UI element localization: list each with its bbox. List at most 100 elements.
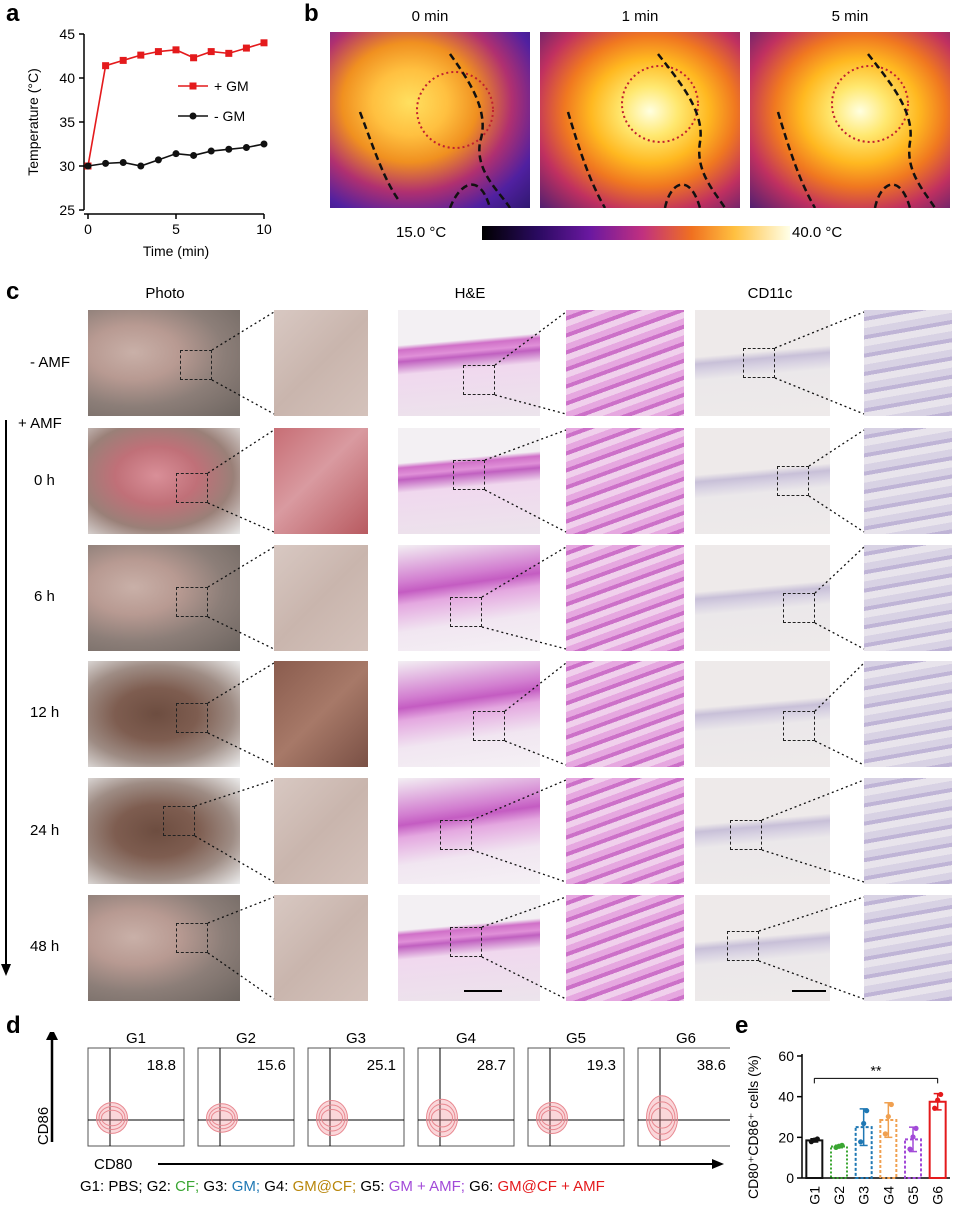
data-point <box>260 140 268 148</box>
zoom-region-box <box>730 820 762 850</box>
row-label-12h: 12 h <box>30 704 60 721</box>
data-point <box>242 144 250 152</box>
column-title-photo: Photo <box>145 285 185 302</box>
legend-item: G3: <box>203 1178 232 1195</box>
zoom-connector <box>814 622 865 650</box>
y-tick-label: 25 <box>59 202 75 218</box>
zoom-connector <box>774 377 865 415</box>
zoom-connector <box>481 896 567 928</box>
zoom-region-box <box>176 923 208 953</box>
photo-zoom-crop <box>274 895 368 1001</box>
he-zoom-crop <box>566 661 684 767</box>
thermal-overlay-2 <box>776 53 937 208</box>
flow-percentage-value: 25.1 <box>367 1057 396 1074</box>
photo-image <box>88 310 240 416</box>
group-legend: G1: PBS; G2: CF; G3: GM; G4: GM@CF; G5: … <box>80 1178 720 1195</box>
zoom-connector <box>211 311 275 351</box>
zoom-connector <box>504 740 567 766</box>
population-contour <box>98 1105 126 1131</box>
flow-percentage-value: 19.3 <box>587 1057 616 1074</box>
data-point <box>935 1097 941 1103</box>
flow-group-title: G1 <box>126 1032 146 1047</box>
data-point <box>864 1108 870 1114</box>
data-point <box>888 1101 894 1108</box>
zoom-connector <box>481 546 567 598</box>
data-point <box>207 147 215 155</box>
he-image <box>398 661 540 767</box>
zoom-connector <box>207 502 275 533</box>
zoom-region-box <box>440 820 472 850</box>
zoom-region-box <box>176 587 208 617</box>
legend-item: G1: PBS; <box>80 1178 147 1195</box>
photo-image <box>88 545 240 651</box>
population-contour <box>96 1102 128 1134</box>
photo-image <box>88 428 240 534</box>
thermal-image-0min <box>330 32 530 208</box>
bar-G1 <box>805 1139 824 1179</box>
zoom-region-box <box>163 806 195 836</box>
photo-zoom-crop <box>274 428 368 534</box>
zoom-region-box <box>783 711 815 741</box>
data-point <box>861 1120 867 1127</box>
data-point <box>225 49 233 57</box>
row-label-48h: 48 h <box>30 938 60 955</box>
population-contour <box>651 1107 673 1129</box>
x-tick-label: 5 <box>172 221 180 237</box>
he-image <box>398 428 540 534</box>
data-point <box>102 62 110 70</box>
x-tick-label: G2 <box>831 1186 847 1205</box>
data-point <box>839 1142 845 1148</box>
legend-item: G5: <box>360 1178 389 1195</box>
zoom-region-box <box>453 460 485 490</box>
cd11c-zoom-crop <box>864 545 952 651</box>
cd11c-image <box>695 310 830 416</box>
arrow-head <box>1 964 11 976</box>
population-contour <box>316 1099 348 1137</box>
he-scale-bar <box>464 990 502 992</box>
flow-group-title: G5 <box>566 1032 586 1047</box>
time-label-2: 5 min <box>831 8 869 25</box>
data-point <box>932 1105 938 1111</box>
cd11c-zoom-crop <box>864 895 952 1001</box>
row-label-no-amf: - AMF <box>30 354 70 371</box>
boundary-line <box>663 183 702 208</box>
zoom-region-box <box>473 711 505 741</box>
data-point <box>190 54 198 62</box>
photo-zoom-crop <box>274 545 368 651</box>
boundary-line <box>776 111 817 208</box>
population-contour <box>208 1106 236 1130</box>
he-zoom-crop <box>566 895 684 1001</box>
flow-group-title: G6 <box>676 1032 696 1047</box>
cd11c-image <box>695 428 830 534</box>
thermal-overlay-1 <box>566 53 727 208</box>
legend-marker <box>189 82 197 90</box>
data-point <box>814 1136 820 1142</box>
panel-label-d: d <box>6 1012 21 1039</box>
time-label-1: 1 min <box>621 8 659 25</box>
zoom-connector <box>481 626 567 650</box>
data-point <box>913 1125 919 1131</box>
zoom-connector <box>494 311 567 366</box>
x-tick-label: G6 <box>930 1186 946 1205</box>
y-tick-label: 35 <box>59 114 75 130</box>
zoom-connector <box>814 662 865 712</box>
zoom-connector <box>207 732 275 766</box>
zoom-region-box <box>176 473 208 503</box>
cd11c-image <box>695 545 830 651</box>
bar-G6 <box>928 1100 947 1179</box>
zoom-connector <box>207 546 275 588</box>
boundary-line <box>448 53 512 208</box>
scale-max-label: 40.0 °C <box>792 224 843 241</box>
panel-label-e: e <box>735 1012 749 1039</box>
population-contour <box>206 1103 238 1133</box>
flow-plot-frame <box>87 1047 185 1147</box>
population-contour <box>431 1108 453 1128</box>
zoom-connector <box>808 495 865 533</box>
data-point <box>260 39 268 47</box>
thermal-overlay-0 <box>358 53 512 208</box>
population-contour <box>648 1101 676 1135</box>
cd11c-zoom-crop <box>864 428 952 534</box>
y-tick-label: 0 <box>786 1170 794 1186</box>
legend-item: GM; <box>231 1178 265 1195</box>
